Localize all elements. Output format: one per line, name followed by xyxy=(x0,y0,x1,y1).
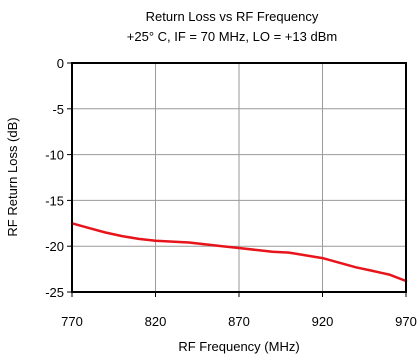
y-axis-label: RF Return Loss (dB) xyxy=(5,117,20,236)
y-tick-label: 0 xyxy=(57,56,64,71)
series-line xyxy=(70,222,408,283)
x-tick-label: 770 xyxy=(61,314,83,329)
y-tick-label: -5 xyxy=(52,102,64,117)
grid xyxy=(72,63,406,292)
x-tick-label: 970 xyxy=(395,314,417,329)
x-tick-labels: 770 820 870 920 970 xyxy=(61,292,417,329)
x-axis-label: RF Frequency (MHz) xyxy=(178,339,299,354)
x-tick-label: 920 xyxy=(312,314,334,329)
chart-subtitle: +25° C, IF = 70 MHz, LO = +13 dBm xyxy=(127,29,337,44)
y-tick-label: -25 xyxy=(45,285,64,300)
y-tick-labels: 0 -5 -10 -15 -20 -25 xyxy=(45,56,72,300)
x-tick-label: 870 xyxy=(228,314,250,329)
chart-title: Return Loss vs RF Frequency xyxy=(146,9,319,24)
x-tick-label: 820 xyxy=(145,314,167,329)
series-layer xyxy=(70,222,408,283)
y-tick-label: -10 xyxy=(45,148,64,163)
y-tick-label: -20 xyxy=(45,239,64,254)
y-tick-label: -15 xyxy=(45,193,64,208)
